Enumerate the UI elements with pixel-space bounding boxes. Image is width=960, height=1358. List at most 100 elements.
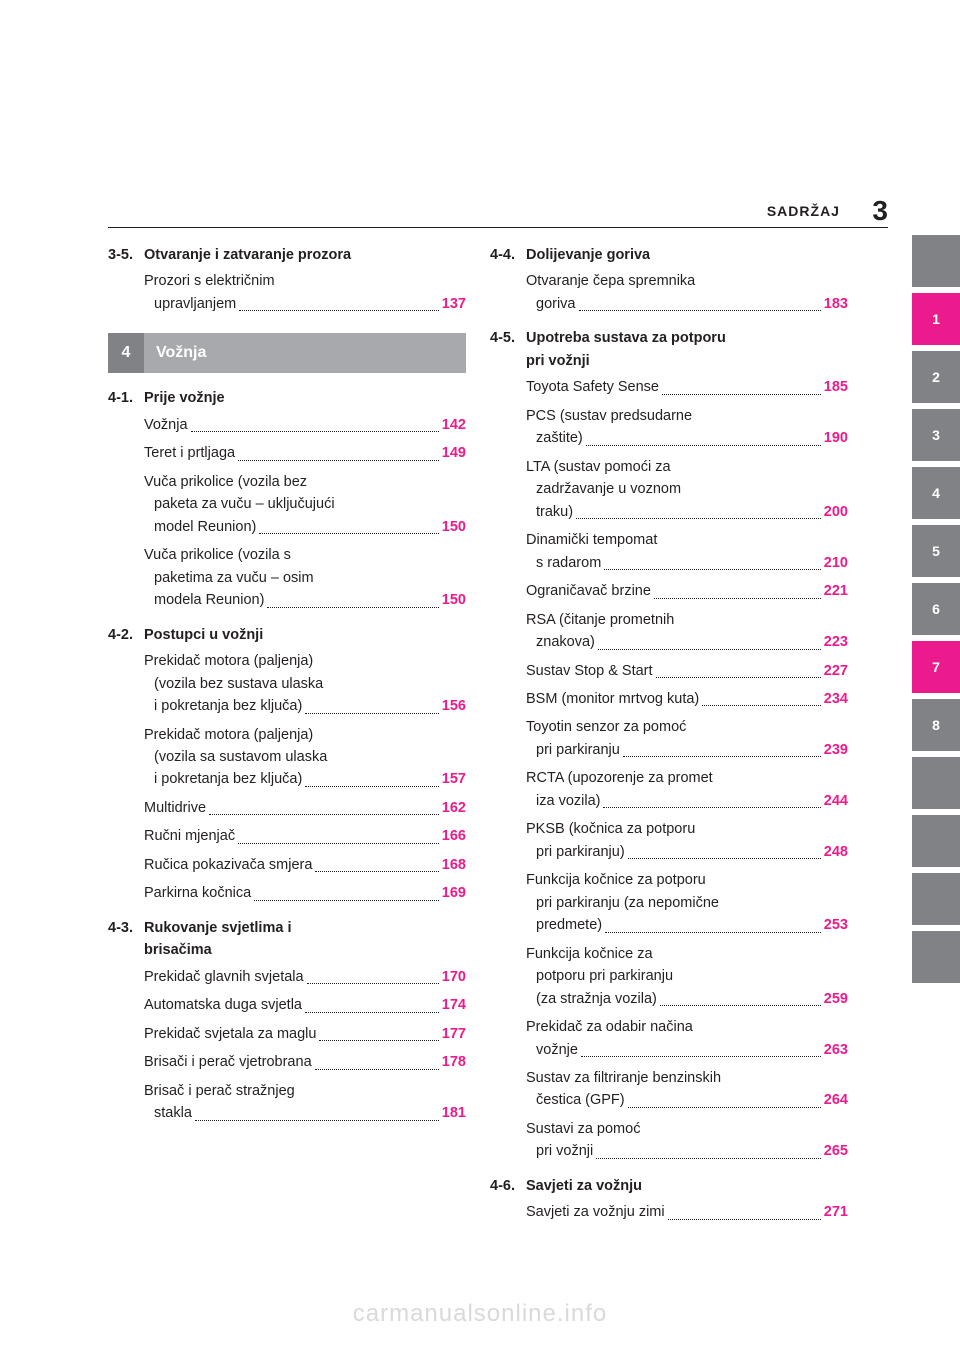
toc-entry: Prekidač glavnih svjetala 170 <box>144 966 466 988</box>
toc-entry-line: Vuča prikolice (vozila s <box>144 544 466 566</box>
section-number: 4-6. <box>490 1175 526 1197</box>
toc-entry: Teret i prtljaga149 <box>144 442 466 464</box>
toc-leader-dots <box>598 649 821 650</box>
toc-entry-label: Teret i prtljaga <box>144 442 235 464</box>
content-columns: 3-5. Otvaranje i zatvaranje prozora Proz… <box>108 238 848 1230</box>
chapter-tab <box>912 873 960 925</box>
toc-leader-dots <box>656 677 821 678</box>
toc-entry-line: paketa za vuču – uključujući <box>144 493 466 515</box>
section-title: Otvaranje i zatvaranje prozora <box>144 244 351 266</box>
toc-entry: Vuča prikolice (vozila bezpaketa za vuču… <box>144 471 466 538</box>
toc-leader-dots <box>604 569 821 570</box>
toc-entry-line: Sustavi za pomoć <box>526 1118 848 1140</box>
section-items: Prekidač motora (paljenja)(vozila bez su… <box>108 650 466 905</box>
toc-page-number: 150 <box>442 589 466 611</box>
toc-entry-line: LTA (sustav pomoći za <box>526 456 848 478</box>
chapter-tab: 1 <box>912 293 960 345</box>
toc-entry-label: Prekidač svjetala za maglu <box>144 1023 316 1045</box>
toc-entry-lastline: stakla181 <box>144 1102 466 1124</box>
toc-page-number: 234 <box>824 688 848 710</box>
section-title-line: pri vožnji <box>526 353 590 369</box>
chapter-tab: 5 <box>912 525 960 577</box>
chapter-tabs: 12345678 <box>912 235 960 989</box>
toc-entry-label: vožnje <box>536 1039 578 1061</box>
section-title: Rukovanje svjetlima i brisačima <box>144 917 291 962</box>
section-number: 4-2. <box>108 624 144 646</box>
toc-page-number: 265 <box>824 1140 848 1162</box>
toc-entry-line: Prekidač motora (paljenja) <box>144 650 466 672</box>
toc-entry-label: Ručni mjenjač <box>144 825 235 847</box>
section-title: Prije vožnje <box>144 387 225 409</box>
toc-entry-lastline: i pokretanja bez ključa) 156 <box>144 695 466 717</box>
toc-leader-dots <box>668 1219 821 1220</box>
toc-page-number: 170 <box>442 966 466 988</box>
toc-page-number: 156 <box>442 695 466 717</box>
chapter-tab: 2 <box>912 351 960 403</box>
toc-entry-line: RSA (čitanje prometnih <box>526 609 848 631</box>
toc-entry-line: Toyotin senzor za pomoć <box>526 716 848 738</box>
toc-entry: RCTA (upozorenje za prometiza vozila)244 <box>526 767 848 812</box>
toc-entry: Savjeti za vožnju zimi271 <box>526 1201 848 1223</box>
left-column: 3-5. Otvaranje i zatvaranje prozora Proz… <box>108 238 466 1230</box>
section-items: Vožnja142Teret i prtljaga149Vuča prikoli… <box>108 414 466 612</box>
toc-leader-dots <box>603 807 820 808</box>
toc-leader-dots <box>579 310 821 311</box>
toc-page-number: 200 <box>824 501 848 523</box>
toc-entry-label: Sustav Stop & Start <box>526 660 653 682</box>
toc-entry-label: model Reunion) <box>154 516 256 538</box>
toc-leader-dots <box>654 598 821 599</box>
toc-entry: PCS (sustav predsudarnezaštite)190 <box>526 405 848 450</box>
toc-page-number: 244 <box>824 790 848 812</box>
section-number: 3-5. <box>108 244 144 266</box>
toc-entry: Multidrive162 <box>144 797 466 819</box>
toc-entry-line: Vuča prikolice (vozila bez <box>144 471 466 493</box>
section-items: Savjeti za vožnju zimi271 <box>490 1201 848 1223</box>
toc-leader-dots <box>307 983 439 984</box>
toc-leader-dots <box>660 1005 821 1006</box>
toc-entry: Sustavi za pomoćpri vožnji265 <box>526 1118 848 1163</box>
toc-page-number: 166 <box>442 825 466 847</box>
toc-entry-label: (za stražnja vozila) <box>536 988 657 1010</box>
section-number: 4-3. <box>108 917 144 962</box>
toc-page-number: 223 <box>824 631 848 653</box>
toc-entry-label: predmete) <box>536 914 602 936</box>
toc-entry: Brisači i perač vjetrobrana178 <box>144 1051 466 1073</box>
toc-page-number: 183 <box>824 293 848 315</box>
toc-entry-label: goriva <box>536 293 576 315</box>
toc-entry-lastline: model Reunion)150 <box>144 516 466 538</box>
toc-entry: Ograničavač brzine221 <box>526 580 848 602</box>
toc-entry-lastline: vožnje263 <box>526 1039 848 1061</box>
toc-leader-dots <box>581 1056 821 1057</box>
section-title: Upotreba sustava za potporu pri vožnji <box>526 327 726 372</box>
toc-leader-dots <box>576 518 821 519</box>
section-heading: 4-3. Rukovanje svjetlima i brisačima <box>108 917 466 962</box>
toc-entry: Sustav Stop & Start227 <box>526 660 848 682</box>
toc-leader-dots <box>259 533 438 534</box>
section-title-line: Rukovanje svjetlima i <box>144 920 291 936</box>
toc-leader-dots <box>623 756 821 757</box>
toc-page-number: 177 <box>442 1023 466 1045</box>
chapter-band: 4 Vožnja <box>108 333 466 373</box>
toc-entry-line: paketima za vuču – osim <box>144 567 466 589</box>
toc-page-number: 185 <box>824 376 848 398</box>
toc-page-number: 239 <box>824 739 848 761</box>
toc-entry-line: pri parkiranju (za nepomične <box>526 892 848 914</box>
toc-entry: Toyotin senzor za pomoćpri parkiranju239 <box>526 716 848 761</box>
toc-entry-label: Prekidač glavnih svjetala <box>144 966 304 988</box>
toc-entry-lastline: iza vozila)244 <box>526 790 848 812</box>
toc-leader-dots <box>596 1158 821 1159</box>
header-page-number: 3 <box>872 195 888 227</box>
toc-entry-lastline: goriva 183 <box>526 293 848 315</box>
toc-entry-label: stakla <box>154 1102 192 1124</box>
section-items: Toyota Safety Sense185PCS (sustav predsu… <box>490 376 848 1163</box>
chapter-title-bar: Vožnja <box>144 333 466 373</box>
toc-entry-line: Sustav za filtriranje benzinskih <box>526 1067 848 1089</box>
toc-leader-dots <box>239 310 439 311</box>
toc-leader-dots <box>254 900 439 901</box>
toc-entry-line: PKSB (kočnica za potporu <box>526 818 848 840</box>
toc-page-number: 169 <box>442 882 466 904</box>
header-rule <box>108 227 888 228</box>
toc-entry: RSA (čitanje prometnihznakova)223 <box>526 609 848 654</box>
toc-entry-line: Prekidač motora (paljenja) <box>144 724 466 746</box>
toc-entry-label: i pokretanja bez ključa) <box>154 695 302 717</box>
